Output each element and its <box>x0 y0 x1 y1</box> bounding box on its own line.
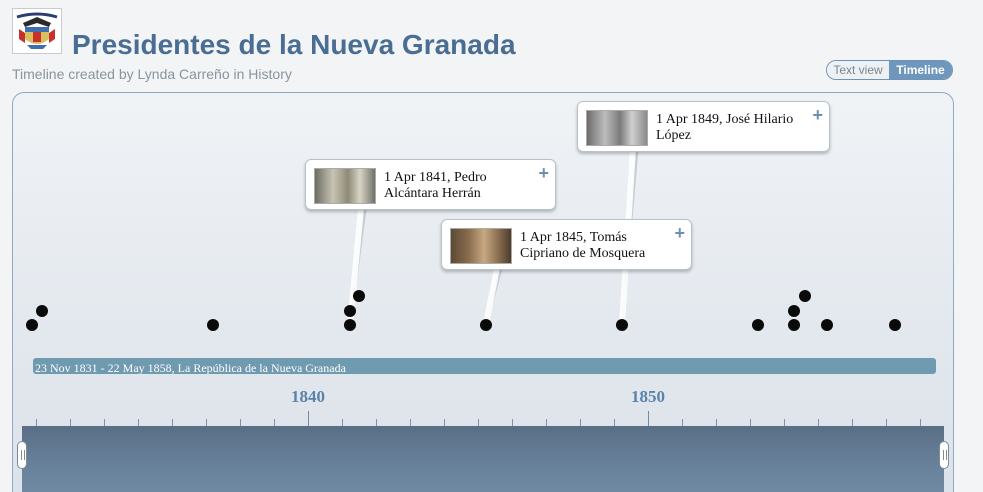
tick <box>784 419 785 427</box>
event-dot[interactable] <box>344 305 356 317</box>
event-dot[interactable] <box>616 319 628 331</box>
portrait-image <box>450 228 512 264</box>
tick <box>206 419 207 427</box>
event-dot[interactable] <box>799 290 811 302</box>
event-dot[interactable] <box>752 319 764 331</box>
event-dot[interactable] <box>26 319 38 331</box>
timeline-ruler <box>13 411 953 427</box>
tick <box>886 419 887 427</box>
axis-label-1840: 1840 <box>291 387 325 406</box>
tick-major <box>648 411 649 427</box>
tick <box>716 419 717 427</box>
tick <box>410 419 411 427</box>
tick <box>138 419 139 427</box>
view-toggle: Text view Timeline <box>826 60 953 80</box>
event-dot[interactable] <box>36 305 48 317</box>
axis-label-1850: 1850 <box>631 387 665 406</box>
text-view-button[interactable]: Text view <box>827 61 889 79</box>
event-dot[interactable] <box>353 290 365 302</box>
page-title: Presidentes de la Nueva Granada <box>72 29 516 60</box>
portrait-image <box>586 110 648 146</box>
tick <box>818 419 819 427</box>
event-card-herran[interactable]: 1 Apr 1841, Pedro Alcántara Herrán + <box>305 159 556 210</box>
event-dot[interactable] <box>889 319 901 331</box>
tick <box>750 419 751 427</box>
timeline-panel: 1 Apr 1841, Pedro Alcántara Herrán + 1 A… <box>12 92 954 492</box>
tick <box>376 419 377 427</box>
timeline-logo <box>12 8 62 54</box>
tick <box>546 419 547 427</box>
tick <box>104 419 105 427</box>
event-dot[interactable] <box>821 319 833 331</box>
plus-icon[interactable]: + <box>674 223 685 243</box>
tick <box>342 419 343 427</box>
right-drag-handle[interactable] <box>939 441 949 469</box>
event-card-mosquera[interactable]: 1 Apr 1845, Tomás Cipriano de Mosquera + <box>441 219 692 270</box>
timeline-subtitle: Timeline created by Lynda Carreño in His… <box>12 66 292 82</box>
timeline-view-button[interactable]: Timeline <box>889 61 952 79</box>
tick-major <box>308 411 309 427</box>
event-label: 1 Apr 1849, José Hilario López <box>656 112 794 143</box>
tick <box>852 419 853 427</box>
era-band[interactable]: 23 Nov 1831 - 22 May 1858, La República … <box>33 358 936 374</box>
tick <box>444 419 445 427</box>
era-label: 23 Nov 1831 - 22 May 1858, La República … <box>35 361 346 374</box>
tick <box>512 419 513 427</box>
event-dot[interactable] <box>344 319 356 331</box>
event-dot[interactable] <box>480 319 492 331</box>
event-dot[interactable] <box>207 319 219 331</box>
tick <box>274 419 275 427</box>
left-drag-handle[interactable] <box>17 441 27 469</box>
tick <box>920 419 921 427</box>
event-label: 1 Apr 1845, Tomás Cipriano de Mosquera <box>520 230 646 261</box>
timeline-scrollbar[interactable] <box>22 426 944 492</box>
tick <box>614 419 615 427</box>
tick <box>682 419 683 427</box>
tick <box>580 419 581 427</box>
tick <box>478 419 479 427</box>
event-dot[interactable] <box>788 319 800 331</box>
event-dot[interactable] <box>788 305 800 317</box>
plus-icon[interactable]: + <box>812 105 823 125</box>
event-card-lopez[interactable]: 1 Apr 1849, José Hilario López + <box>577 101 830 152</box>
tick <box>240 419 241 427</box>
event-dots <box>13 93 953 492</box>
tick <box>36 419 37 427</box>
tick <box>70 419 71 427</box>
portrait-image <box>314 168 376 204</box>
plus-icon[interactable]: + <box>538 163 549 183</box>
tick <box>172 419 173 427</box>
event-label: 1 Apr 1841, Pedro Alcántara Herrán <box>384 170 487 201</box>
